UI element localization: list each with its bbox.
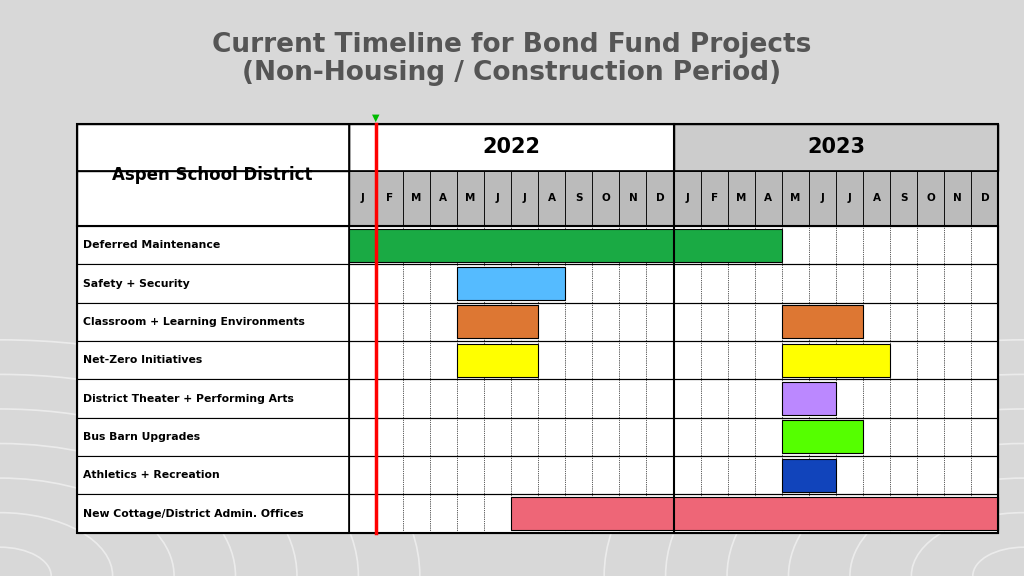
Text: N: N	[629, 194, 637, 203]
Text: Aspen School District: Aspen School District	[113, 166, 313, 184]
Text: S: S	[900, 194, 907, 203]
Text: S: S	[575, 194, 583, 203]
Text: 2022: 2022	[482, 137, 540, 157]
Text: Bus Barn Upgrades: Bus Barn Upgrades	[83, 432, 200, 442]
Text: F: F	[386, 194, 393, 203]
Text: A: A	[548, 194, 556, 203]
Text: M: M	[465, 194, 476, 203]
Text: Current Timeline for Bond Fund Projects: Current Timeline for Bond Fund Projects	[212, 32, 812, 58]
Text: A: A	[872, 194, 881, 203]
Text: A: A	[439, 194, 447, 203]
Text: Deferred Maintenance: Deferred Maintenance	[83, 240, 220, 250]
Text: F: F	[711, 194, 718, 203]
Text: J: J	[360, 194, 365, 203]
Text: N: N	[953, 194, 963, 203]
Text: O: O	[927, 194, 935, 203]
Text: Athletics + Recreation: Athletics + Recreation	[83, 470, 220, 480]
Text: ▼: ▼	[372, 113, 380, 123]
Text: M: M	[412, 194, 422, 203]
Text: J: J	[848, 194, 851, 203]
Text: J: J	[522, 194, 526, 203]
Text: 2023: 2023	[807, 137, 865, 157]
Text: J: J	[496, 194, 500, 203]
Text: M: M	[791, 194, 801, 203]
Text: District Theater + Performing Arts: District Theater + Performing Arts	[83, 393, 294, 404]
Text: J: J	[685, 194, 689, 203]
Text: Net-Zero Initiatives: Net-Zero Initiatives	[83, 355, 202, 365]
Text: O: O	[601, 194, 610, 203]
Text: D: D	[655, 194, 665, 203]
Text: Classroom + Learning Environments: Classroom + Learning Environments	[83, 317, 305, 327]
Text: A: A	[764, 194, 772, 203]
Text: (Non-Housing / Construction Period): (Non-Housing / Construction Period)	[243, 60, 781, 86]
Text: D: D	[981, 194, 989, 203]
Text: M: M	[736, 194, 746, 203]
Text: Safety + Security: Safety + Security	[83, 279, 189, 289]
Text: J: J	[820, 194, 824, 203]
Text: New Cottage/District Admin. Offices: New Cottage/District Admin. Offices	[83, 509, 303, 518]
